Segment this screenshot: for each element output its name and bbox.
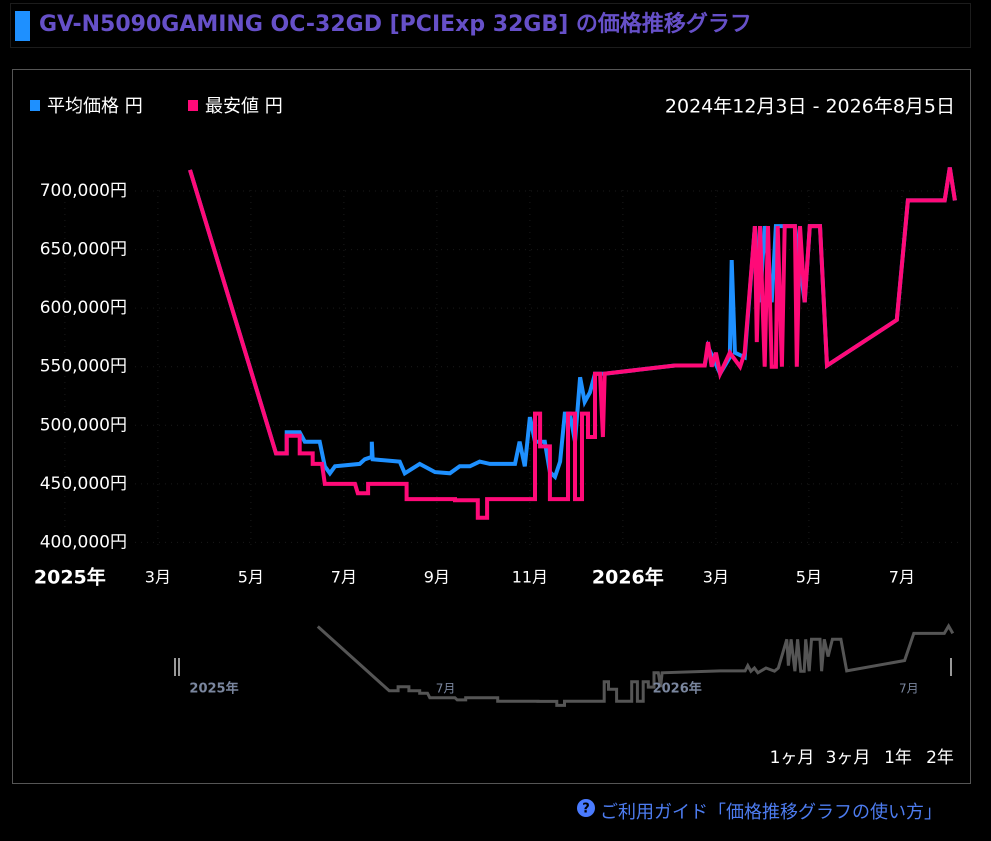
title-box — [10, 3, 971, 48]
y-tick-label: 700,000円 — [40, 181, 127, 201]
y-tick-label: 450,000円 — [40, 474, 127, 494]
guide-link[interactable]: ご利用ガイド「価格推移グラフの使い方」 — [600, 802, 942, 823]
title-marker — [15, 11, 30, 41]
series-line — [188, 167, 957, 481]
y-tick-label: 650,000円 — [40, 240, 127, 260]
navigator-tick-label: 2025年 — [189, 681, 238, 697]
range-button[interactable]: 1年 — [884, 748, 912, 768]
x-tick-label: 9月 — [424, 568, 450, 587]
y-tick-label: 400,000円 — [40, 532, 127, 552]
x-tick-label: 3月 — [703, 568, 729, 587]
x-tick-label: 3月 — [145, 568, 171, 587]
x-tick-label: 5月 — [796, 568, 822, 587]
navigator-tick-label: 7月 — [899, 682, 919, 696]
y-tick-label: 500,000円 — [40, 415, 127, 435]
plot: 400,000円 450,000円 500,000円 550,000円 600,000円… — [34, 167, 960, 589]
x-tick-label: 2025年 — [34, 566, 106, 589]
x-tick-label: 7月 — [889, 568, 915, 587]
date-range: 2024年12月3日 - 2026年8月5日 — [665, 96, 955, 118]
legend-label: 最安値 円 — [205, 96, 283, 117]
legend-swatch — [30, 100, 40, 111]
x-tick-label: 7月 — [331, 568, 357, 587]
navigator: 2025年 7月 2026年 7月 — [174, 622, 955, 707]
help-icon[interactable] — [577, 799, 595, 817]
range-button[interactable]: 1ヶ月 — [770, 748, 815, 768]
legend-swatch — [188, 100, 198, 111]
navigator-tick-label: 7月 — [436, 682, 456, 696]
chart-panel — [12, 69, 971, 784]
help-icon-mark: ? — [582, 802, 590, 817]
y-tick-label: 600,000円 — [40, 298, 127, 318]
series-line — [188, 167, 957, 520]
page-title: GV-N5090GAMING OC-32GD [PCIExp 32GB] の価格… — [39, 11, 752, 37]
range-buttons: 1ヶ月 3ヶ月 1年 2年 — [770, 748, 954, 768]
x-tick-label: 5月 — [238, 568, 264, 587]
range-button[interactable]: 3ヶ月 — [826, 748, 871, 768]
navigator-tick-label: 2026年 — [653, 681, 702, 697]
range-button[interactable]: 2年 — [926, 748, 954, 768]
x-tick-label: 2026年 — [592, 566, 664, 589]
legend: 平均価格 円 最安値 円 — [30, 96, 283, 117]
x-tick-label: 11月 — [512, 568, 548, 587]
legend-label: 平均価格 円 — [47, 96, 143, 117]
y-tick-label: 550,000円 — [40, 357, 127, 377]
navigator-line — [316, 622, 955, 707]
